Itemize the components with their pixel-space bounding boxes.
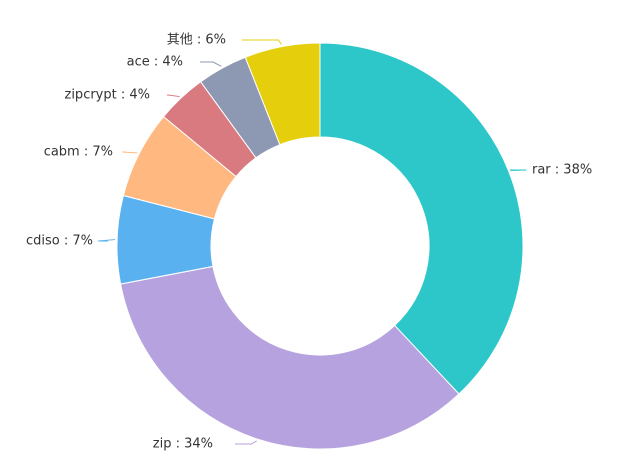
pie-slice-other-6[interactable] xyxy=(244,42,321,146)
slice-label-cdiso: cdiso : 7% xyxy=(26,234,93,249)
leader-lines-layer xyxy=(98,39,527,445)
leader-line-zip xyxy=(235,440,257,445)
labels-layer: rar : 38% zip : 34% cdiso : 7% cabm : 7% zip… xyxy=(26,33,592,452)
slice-label-ace: ace : 4% xyxy=(127,55,183,70)
pie-slice-zip[interactable] xyxy=(120,265,460,450)
slice-label-rar: rar : 38% xyxy=(532,163,592,178)
slice-label-cabm: cabm : 7% xyxy=(44,145,113,160)
leader-line-rar xyxy=(510,169,527,172)
leader-line-ace xyxy=(200,61,222,67)
leader-line-zipcrypt xyxy=(167,94,180,98)
pie-slice-rar[interactable] xyxy=(319,42,524,395)
slice-label-zipcrypt: zipcrypt : 4% xyxy=(65,88,151,103)
slice-label-zip: zip : 34% xyxy=(153,437,213,452)
leader-line-other-6 xyxy=(242,39,282,45)
leader-line-cdiso xyxy=(98,239,116,242)
slice-label-other-6: 其他 : 6% xyxy=(167,33,226,48)
slices-layer xyxy=(116,42,524,450)
leader-line-cabm xyxy=(122,151,138,154)
